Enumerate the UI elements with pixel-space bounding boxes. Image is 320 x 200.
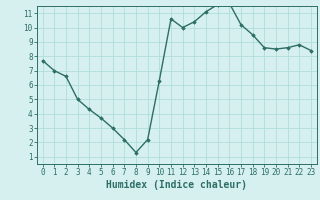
X-axis label: Humidex (Indice chaleur): Humidex (Indice chaleur): [106, 180, 247, 190]
